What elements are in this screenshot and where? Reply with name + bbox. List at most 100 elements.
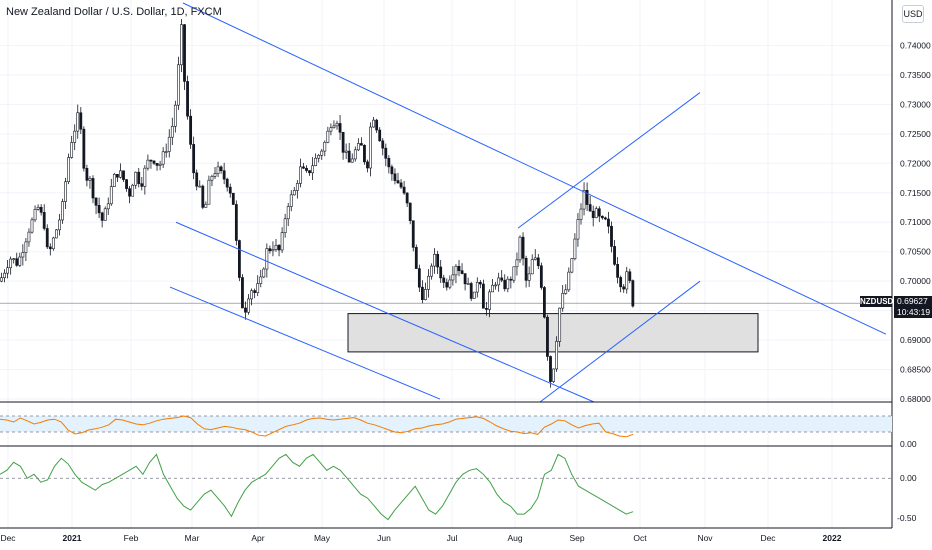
candle-body <box>155 163 159 166</box>
currency-button[interactable]: USD <box>902 5 924 23</box>
candle-body <box>183 24 186 82</box>
osc-tick-label: 0.00 <box>900 473 917 483</box>
candle-body <box>295 183 299 191</box>
candle-body <box>335 123 339 127</box>
candle-body <box>18 256 22 266</box>
candle-body <box>347 150 351 163</box>
candle-body <box>27 231 31 243</box>
candle-body <box>161 151 165 165</box>
candle-body <box>320 150 324 156</box>
candle-body <box>177 64 180 106</box>
candle-body <box>112 174 116 187</box>
candle-body <box>375 119 379 131</box>
candle-body <box>424 289 427 300</box>
candle-body <box>298 166 302 184</box>
candle-body <box>387 158 391 168</box>
candle-body <box>21 252 25 258</box>
candle-body <box>481 283 485 309</box>
candle-body <box>603 217 607 220</box>
candle-body <box>521 236 525 259</box>
candle-body <box>628 271 632 281</box>
candle-body <box>329 127 333 132</box>
x-tick-label: 2021 <box>63 533 82 543</box>
candle-body <box>433 253 437 267</box>
candle-body <box>119 170 122 178</box>
candle-body <box>39 206 43 213</box>
countdown-label: 10:43:19 <box>894 307 932 318</box>
candle-body <box>180 24 183 66</box>
candle-body <box>116 174 119 178</box>
candle-body <box>289 194 293 207</box>
candle-body <box>274 244 278 250</box>
candle-body <box>350 158 354 163</box>
candle-body <box>137 171 141 184</box>
candle-body <box>15 258 19 266</box>
y-tick-label: 0.72500 <box>900 129 931 139</box>
candle-body <box>308 170 311 174</box>
candle-body <box>369 126 372 169</box>
trendline <box>175 221 595 403</box>
candle-body <box>390 166 394 175</box>
x-tick-label: Jun <box>377 533 391 543</box>
candle-body <box>338 123 342 133</box>
y-tick-label: 0.71000 <box>900 217 931 227</box>
candle-body <box>9 258 13 269</box>
candle-body <box>417 268 421 288</box>
y-tick-label: 0.69000 <box>900 335 931 345</box>
candle-body <box>122 170 125 180</box>
candle-body <box>448 279 452 288</box>
candle-body <box>472 291 476 299</box>
candle-body <box>256 283 260 293</box>
candle-body <box>222 170 226 180</box>
candle-body <box>393 173 397 181</box>
candle-body <box>549 356 552 382</box>
candle-body <box>238 240 241 278</box>
candle-body <box>247 298 250 313</box>
candle-body <box>283 218 287 233</box>
candle-body <box>485 307 488 310</box>
candle-body <box>546 316 549 357</box>
candle-body <box>509 278 513 281</box>
candle-body <box>570 258 574 273</box>
candle-body <box>6 267 10 274</box>
candle-body <box>402 186 406 194</box>
candle-body <box>420 286 424 300</box>
candle-body <box>82 128 86 169</box>
candle-body <box>503 279 507 290</box>
candle-body <box>271 249 275 252</box>
candle-body <box>91 178 95 199</box>
candle-body <box>585 189 589 205</box>
candle-body <box>24 241 28 253</box>
candle-body <box>457 265 461 271</box>
candle-body <box>430 265 433 277</box>
candle-body <box>366 161 369 169</box>
candle-body <box>85 167 89 181</box>
candle-body <box>353 149 357 160</box>
candle-body <box>109 186 113 205</box>
x-tick-label: Aug <box>507 533 522 543</box>
candle-body <box>600 215 604 219</box>
candle-body <box>622 286 626 290</box>
y-tick-label: 0.70500 <box>900 247 931 257</box>
x-tick-label: Apr <box>251 533 264 543</box>
candle-body <box>76 112 80 132</box>
candle-body <box>442 277 446 283</box>
candle-body <box>253 290 257 293</box>
candle-body <box>610 225 613 247</box>
y-tick-label: 0.68500 <box>900 365 931 375</box>
candle-body <box>33 209 37 221</box>
trendline <box>517 92 701 229</box>
candle-body <box>88 178 92 181</box>
candle-body <box>384 147 388 159</box>
candle-body <box>561 293 565 309</box>
x-tick-label: 2022 <box>823 533 842 543</box>
candle-body <box>414 247 418 269</box>
candle-body <box>332 125 336 128</box>
candle-body <box>42 212 46 229</box>
y-tick-label: 0.72000 <box>900 158 931 168</box>
candle-body <box>36 206 40 210</box>
candle-body <box>131 184 135 197</box>
candle-body <box>201 185 205 208</box>
candle-body <box>579 208 583 220</box>
